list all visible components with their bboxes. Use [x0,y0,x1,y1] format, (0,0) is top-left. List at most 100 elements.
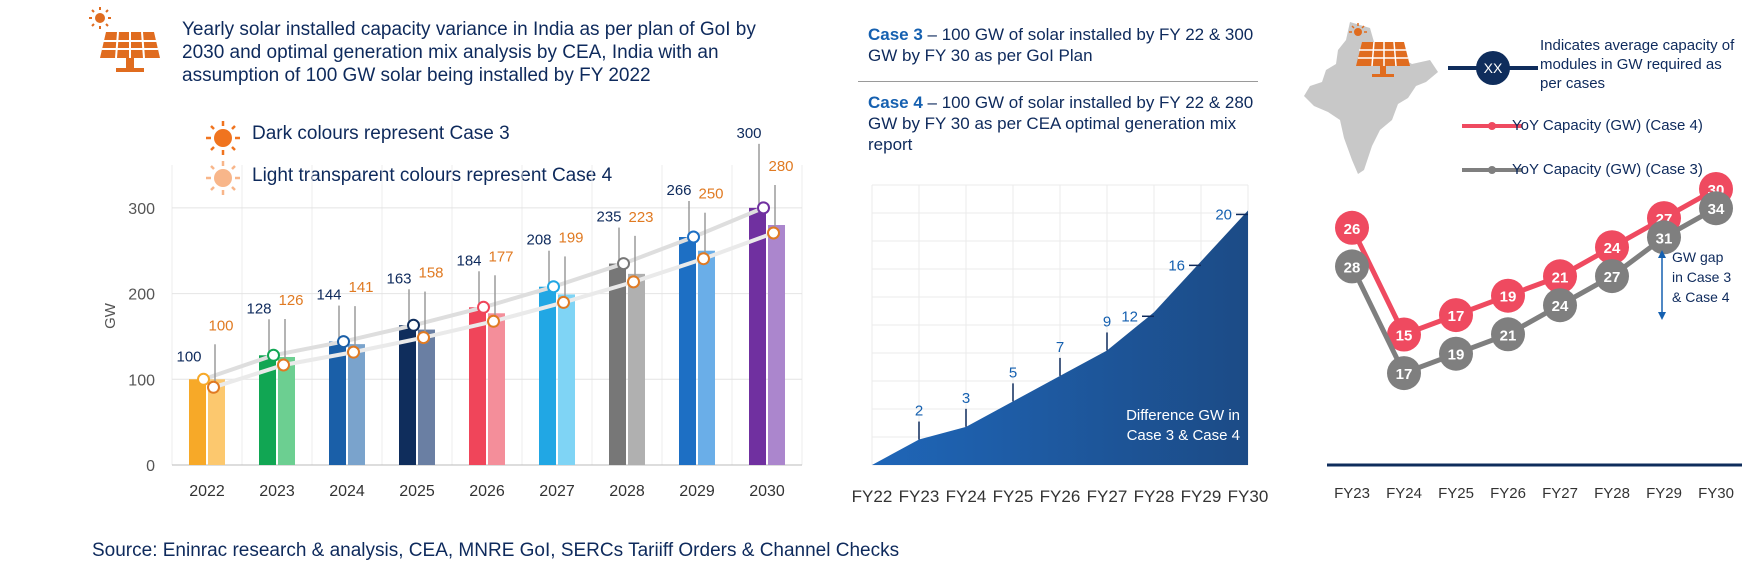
data-label-case3: 300 [736,125,761,142]
gap-label-line1: GW gap [1672,249,1724,265]
case4-text: – 100 GW of solar installed by FY 22 & 2… [868,93,1254,154]
data-label-case3: 100 [176,348,201,365]
x-tick-label: 2026 [469,483,505,500]
series-case3-value: 27 [1604,269,1621,286]
bar-case3 [469,307,486,465]
series-case4-point [1543,259,1577,294]
bar-case4 [418,329,435,465]
gap-label-line3: & Case 4 [1672,289,1730,305]
area-data-label: 9 [1103,313,1111,330]
area-data-label: 16 [1168,257,1185,274]
series-case3-point [1647,220,1681,255]
area-annotation-line1: Difference GW in [1126,407,1240,424]
marker-case3 [407,318,420,332]
bar-case4 [488,313,505,465]
bar-case3 [609,263,626,465]
marker-case3 [617,257,630,271]
series-case3-value: 34 [1708,201,1725,218]
series-case3-point [1543,288,1577,323]
xx-marker-text: XX [1484,60,1503,76]
bar-case4 [628,273,645,465]
bar-case3 [329,341,346,465]
x-tick-label: FY23 [899,487,940,506]
y-tick-label: 0 [146,458,155,475]
bar-chart: 0 100 200 300 GW 2022 2023 2024 2025 2026 2027 2028… [102,125,803,500]
series-case4-value: 21 [1552,269,1569,286]
marker-case4 [417,331,430,345]
x-tick-label: FY28 [1134,487,1175,506]
x-tick-label: FY26 [1490,485,1526,502]
area-data-label: 12 [1121,308,1138,325]
x-tick-label: FY24 [946,487,987,506]
data-label-case3: 128 [246,300,271,317]
series-case4-point [1595,230,1629,265]
marker-case4 [207,380,220,394]
source-note: Source: Eninrac research & analysis, CEA… [92,540,900,561]
x-tick-label: FY29 [1181,487,1222,506]
bar-case4 [558,294,575,465]
case3-text: – 100 GW of solar installed by FY 22 & 3… [868,25,1254,65]
x-tick-label: FY30 [1228,487,1269,506]
series-case3-point [1387,356,1421,391]
marker-case3 [477,300,490,314]
area-annotation-line2: Case 3 & Case 4 [1127,427,1240,444]
bar-case4 [278,357,295,465]
case-divider [858,81,1258,82]
bar-case3 [749,207,766,465]
data-label-case4: 223 [628,209,653,226]
x-tick-label: 2028 [609,483,645,500]
sun-light-icon [206,161,240,195]
x-tick-label: FY23 [1334,485,1370,502]
marker-case3 [547,280,560,294]
x-tick-label: 2027 [539,483,575,500]
xx-marker-description: Indicates average capacity of modules in… [1540,37,1735,92]
marker-case3 [197,372,210,386]
area-data-label: 20 [1215,206,1232,223]
case4-label: Case 4 [868,93,923,112]
data-label-case4: 199 [558,229,583,246]
bar-case4 [698,250,715,465]
marker-case4 [697,252,710,266]
line-chart: FY23 FY24 FY25 FY26 FY27 FY28 FY29 FY30 26 15 17 19… [1327,172,1742,502]
gap-label-line2: in Case 3 [1672,269,1731,285]
x-tick-label: FY28 [1594,485,1630,502]
x-tick-label: FY25 [993,487,1034,506]
data-label-case4: 126 [278,292,303,309]
series-case4-point [1491,278,1525,313]
y-tick-label: 300 [128,201,155,218]
y-tick-label: 200 [128,287,155,304]
legend-dark-label: Dark colours represent Case 3 [252,123,510,144]
data-label-case4: 250 [698,186,723,203]
marker-case4 [557,295,570,309]
case4-legend-label: YoY Capacity (GW) (Case 4) [1512,117,1703,134]
case3-legend-line [1462,166,1522,174]
series-case3-value: 28 [1344,259,1361,276]
series-case4-value: 19 [1500,289,1517,306]
marker-case4 [627,275,640,289]
gap-arrow-head-up [1658,250,1666,258]
series-case4-point [1335,210,1369,245]
series-case3-point [1439,336,1473,371]
area-data-label: 2 [915,403,923,420]
series-case3-value: 21 [1500,327,1517,344]
case4-legend-line [1462,122,1522,130]
area-data-label: 5 [1009,364,1017,381]
data-label-case4: 141 [348,279,373,296]
area-chart: FY22 2 FY23 3 FY24 5 FY25 7 FY26 9 FY27 12 FY28 16 FY2… [852,184,1269,506]
x-tick-label: FY30 [1698,485,1734,502]
x-tick-label: FY25 [1438,485,1474,502]
marker-case4 [767,226,780,240]
bar-case4 [768,225,785,465]
area-data-label: 7 [1056,339,1064,356]
x-tick-label: FY24 [1386,485,1422,502]
data-label-case3: 163 [386,270,411,287]
x-tick-label: 2022 [189,483,225,500]
data-label-case4: 177 [488,248,513,265]
area-data-label: 3 [962,390,970,407]
bar-case4 [208,379,225,465]
series-case4-point [1387,317,1421,352]
marker-case3 [687,230,700,244]
x-tick-label: 2025 [399,483,435,500]
data-label-case3: 266 [666,182,691,199]
xx-marker-legend: XX [1448,51,1538,85]
